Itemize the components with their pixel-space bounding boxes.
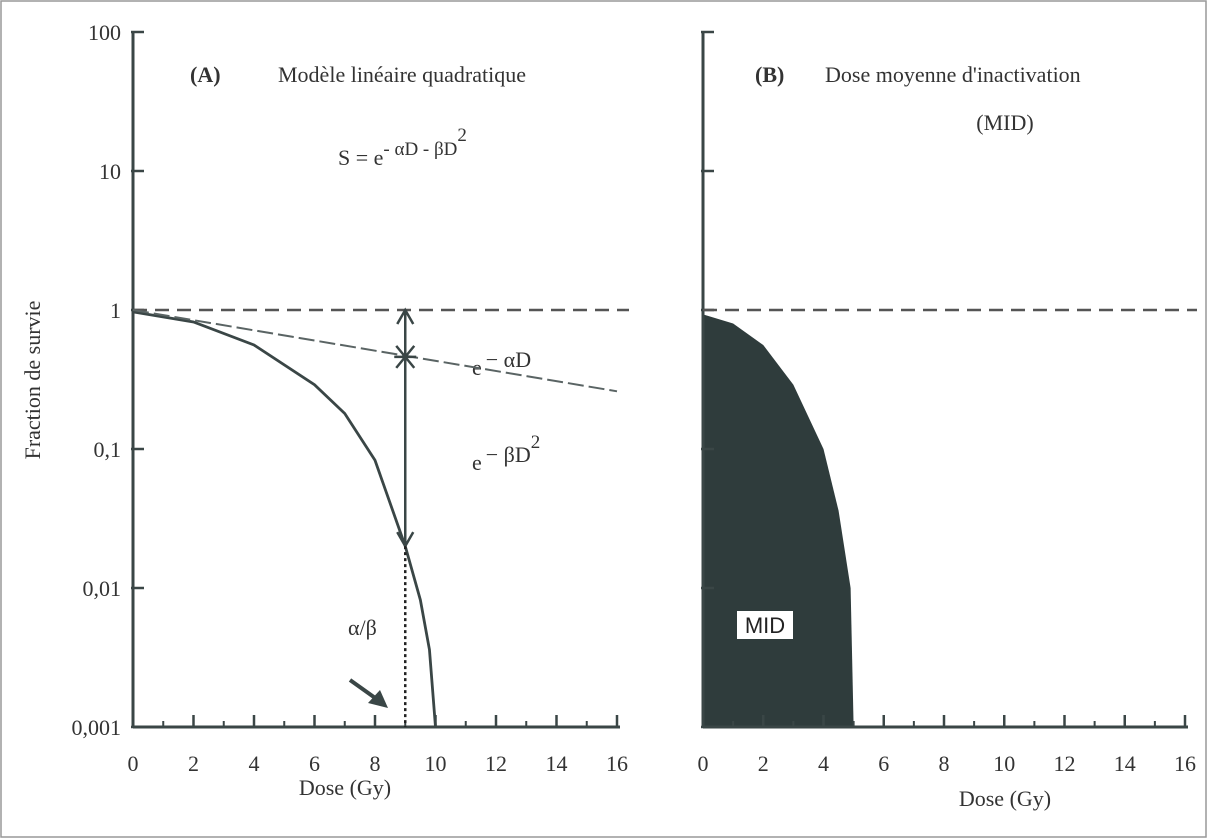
- curve-label-exponent: − αD: [486, 347, 531, 372]
- x-tick-label: 2: [188, 751, 199, 776]
- y-tick-label: 10: [99, 159, 121, 184]
- formula-base: S = e: [338, 145, 383, 170]
- x-tick-label: 0: [128, 751, 139, 776]
- ratio-label: α/β: [348, 615, 377, 640]
- x-tick-label: 10: [425, 751, 447, 776]
- chart-title: Modèle linéaire quadratique: [278, 62, 526, 87]
- area-label: MID: [745, 613, 785, 638]
- x-tick-label: 10: [993, 751, 1015, 776]
- y-tick-label: 0,001: [72, 715, 122, 740]
- curve: [132, 309, 618, 393]
- y-axis-label: Fraction de survie: [20, 301, 45, 460]
- x-tick-label: 12: [485, 751, 507, 776]
- ratio-arrowhead: [368, 690, 388, 708]
- panel-label: (A): [190, 62, 221, 87]
- marker: [394, 345, 417, 369]
- formula-exponent: - αD - βD: [383, 139, 457, 160]
- formula-power: 2: [457, 125, 467, 146]
- y-tick-label: 1: [110, 298, 121, 323]
- ratio-arrow: [348, 678, 380, 702]
- x-axis-label: Dose (Gy): [959, 786, 1051, 811]
- arrow-head: [396, 307, 415, 325]
- x-tick-label: 14: [546, 751, 568, 776]
- x-tick-label: 2: [758, 751, 769, 776]
- x-tick-label: 12: [1054, 751, 1076, 776]
- curve-label-base: e: [472, 450, 482, 475]
- x-tick-label: 14: [1114, 751, 1136, 776]
- curve-label-power: 2: [531, 432, 541, 453]
- formula: S = e- αD - βD2: [338, 125, 467, 170]
- x-tick-label: 0: [698, 751, 709, 776]
- y-tick-label: 100: [88, 20, 121, 45]
- curve-label-exponent: − βD: [486, 442, 531, 467]
- curve: [132, 310, 437, 728]
- panel-label: (B): [755, 62, 784, 87]
- y-tick-label: 0,1: [94, 437, 122, 462]
- x-tick-label: 16: [1174, 751, 1196, 776]
- x-tick-label: 8: [939, 751, 950, 776]
- x-tick-label: 16: [606, 751, 628, 776]
- y-tick-label: 0,01: [83, 576, 122, 601]
- chart-subtitle: (MID): [976, 110, 1033, 135]
- x-tick-label: 4: [818, 751, 829, 776]
- x-tick-label: 8: [370, 751, 381, 776]
- chart-title: Dose moyenne d'inactivation: [825, 62, 1081, 87]
- x-tick-label: 6: [309, 751, 320, 776]
- area-label-box: [737, 611, 793, 639]
- curve-label: e − βD2: [472, 432, 540, 475]
- x-axis-label: Dose (Gy): [299, 775, 391, 800]
- x-tick-label: 4: [249, 751, 260, 776]
- x-tick-label: 6: [878, 751, 889, 776]
